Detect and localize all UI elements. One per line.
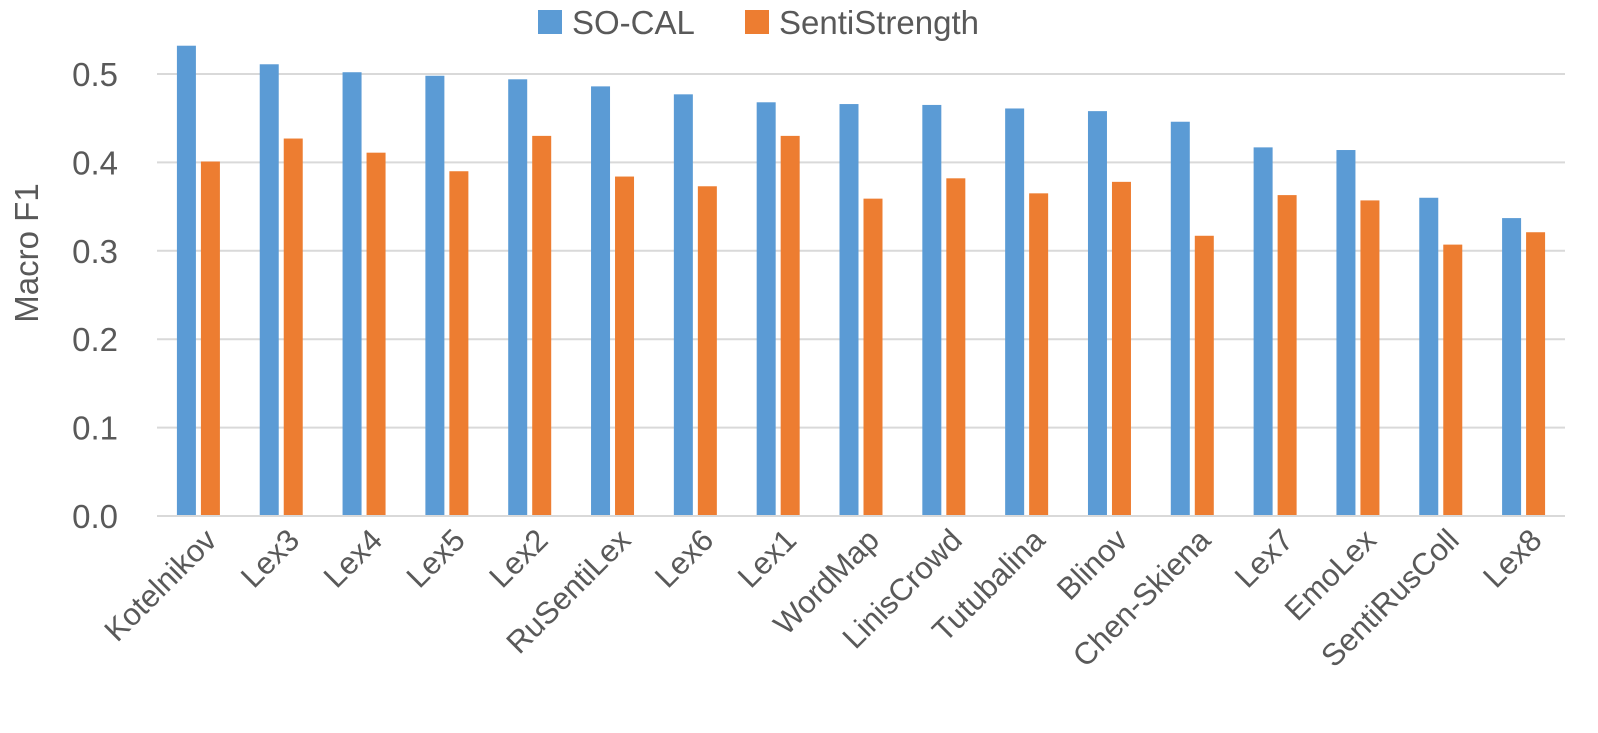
legend-swatch-so-cal <box>538 10 562 34</box>
x-tick-label: Lex3 <box>234 522 306 594</box>
x-tick-label: Lex1 <box>731 522 803 594</box>
bar-sentistrength-wordmap <box>863 198 883 517</box>
bar-so-cal-lex6 <box>673 94 693 516</box>
legend-label: SentiStrength <box>779 4 979 41</box>
bar-so-cal-lex5 <box>425 75 445 516</box>
bar-so-cal-lex8 <box>1502 218 1522 517</box>
bar-sentistrength-blinov <box>1111 181 1131 516</box>
bar-so-cal-rusentilex <box>591 86 611 516</box>
y-tick-label: 0.1 <box>72 410 118 447</box>
y-tick-label: 0.2 <box>72 321 118 358</box>
y-tick-label: 0.4 <box>72 144 118 181</box>
legend-label: SO-CAL <box>572 4 695 41</box>
x-tick-label: Lex5 <box>400 522 472 594</box>
bar-so-cal-lex3 <box>259 64 279 516</box>
x-tick-label: Lex7 <box>1228 522 1300 594</box>
x-tick-label: Lex8 <box>1476 522 1548 594</box>
bar-sentistrength-lex6 <box>697 186 717 516</box>
x-tick-label: Lex4 <box>317 522 389 594</box>
bar-sentistrength-lex2 <box>532 135 552 516</box>
bar-so-cal-emolex <box>1336 150 1356 517</box>
bar-sentistrength-lex5 <box>449 171 469 517</box>
bar-sentistrength-lex3 <box>283 138 303 517</box>
bar-sentistrength-lex4 <box>366 152 386 516</box>
bar-sentistrength-liniscrowd <box>946 178 966 516</box>
bar-so-cal-lex1 <box>756 102 776 517</box>
gridlines <box>157 73 1565 429</box>
legend-swatch-sentistrength <box>745 10 769 34</box>
bar-so-cal-lex4 <box>342 72 362 517</box>
bar-so-cal-chen-skiena <box>1170 121 1190 517</box>
y-tick-label: 0.0 <box>72 498 118 535</box>
bar-sentistrength-chen-skiena <box>1194 235 1214 516</box>
bar-sentistrength-lex7 <box>1277 195 1297 516</box>
bar-so-cal-kotelnikov <box>176 45 196 516</box>
bar-so-cal-lex7 <box>1253 147 1273 516</box>
y-tick-label: 0.5 <box>72 56 118 93</box>
bar-so-cal-sentiruscoll <box>1419 197 1439 516</box>
bars <box>176 45 1546 517</box>
x-tick-label: Lex2 <box>482 522 554 594</box>
x-tick-label: Lex6 <box>648 522 720 594</box>
bar-so-cal-blinov <box>1087 111 1107 517</box>
legend: SO-CAL SentiStrength <box>538 4 979 41</box>
bar-sentistrength-lex8 <box>1526 232 1546 516</box>
bar-so-cal-wordmap <box>839 104 859 516</box>
bar-sentistrength-lex1 <box>780 135 800 516</box>
bar-sentistrength-kotelnikov <box>200 161 220 517</box>
bar-sentistrength-rusentilex <box>615 176 635 516</box>
bar-sentistrength-emolex <box>1360 200 1380 517</box>
bar-so-cal-tutubalina <box>1005 108 1025 516</box>
x-tick-label: Kotelnikov <box>97 522 223 648</box>
y-tick-label: 0.3 <box>72 233 118 270</box>
bar-sentistrength-sentiruscoll <box>1443 244 1463 516</box>
bar-sentistrength-tutubalina <box>1029 193 1049 516</box>
y-axis-title: Macro F1 <box>8 183 45 322</box>
bar-so-cal-liniscrowd <box>922 104 942 516</box>
bar-so-cal-lex2 <box>508 79 528 516</box>
